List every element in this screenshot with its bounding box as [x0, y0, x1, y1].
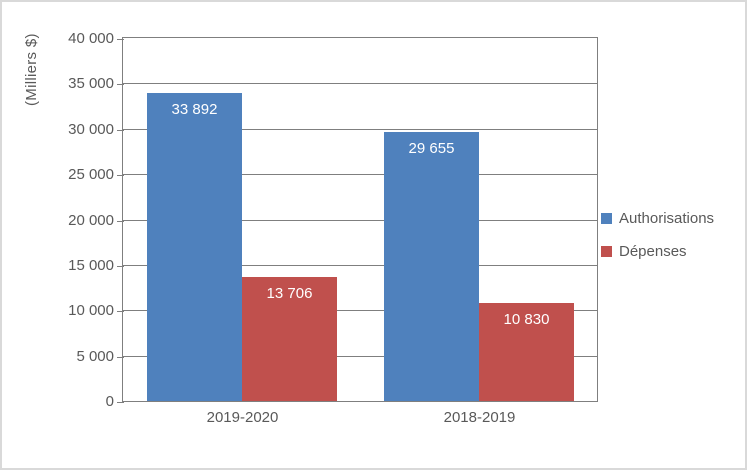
legend: Authorisations Dépenses: [601, 208, 714, 274]
gridline-10000: [123, 310, 597, 311]
gridline-15000: [123, 265, 597, 266]
gridline-35000: [123, 83, 597, 84]
legend-item-authorisations: Authorisations: [601, 208, 714, 229]
x-axis-category-label: 2019-2020: [206, 409, 279, 426]
bar-value-label: 13 706: [266, 285, 313, 302]
y-axis-tick-label: 10 000: [68, 302, 114, 319]
y-axis-tick: [117, 175, 124, 176]
legend-swatch-authorisations: [601, 213, 612, 224]
y-axis-tick: [117, 130, 124, 131]
gridline-25000: [123, 174, 597, 175]
x-axis-category-label: 2018-2019: [443, 409, 516, 426]
y-axis-tick-label: 40 000: [68, 30, 114, 47]
legend-item-depenses: Dépenses: [601, 241, 714, 262]
bar-value-label: 10 830: [503, 311, 550, 328]
legend-label: Dépenses: [619, 243, 687, 260]
y-axis-tick: [117, 266, 124, 267]
y-axis-tick-label: 15 000: [68, 257, 114, 274]
bar-value-label: 33 892: [171, 101, 218, 118]
y-axis-tick: [117, 39, 124, 40]
y-axis-tick: [117, 84, 124, 85]
bar-authorisations-2019-2020: 33 892: [147, 93, 242, 401]
y-axis-tick: [117, 402, 124, 403]
y-axis-tick-label: 20 000: [68, 212, 114, 229]
plot-area: 33 892 13 706 29 655 10 830: [122, 37, 598, 402]
bar-authorisations-2018-2019: 29 655: [384, 132, 479, 401]
y-axis-tick-label: 35 000: [68, 75, 114, 92]
y-axis-tick: [117, 221, 124, 222]
gridline-30000: [123, 129, 597, 130]
legend-label: Authorisations: [619, 210, 715, 227]
legend-swatch-depenses: [601, 246, 612, 257]
y-axis-tick: [117, 311, 124, 312]
bar-value-label: 29 655: [408, 140, 455, 157]
y-axis-tick-label: 25 000: [68, 166, 114, 183]
y-axis-tick-label: 0: [105, 393, 114, 410]
gridline-5000: [123, 356, 597, 357]
bar-depenses-2018-2019: 10 830: [479, 303, 574, 401]
gridline-20000: [123, 220, 597, 221]
y-axis-tick: [117, 357, 124, 358]
bar-depenses-2019-2020: 13 706: [242, 277, 337, 401]
y-axis-tick-label: 30 000: [68, 121, 114, 138]
y-axis-tick-label: 5 000: [76, 348, 114, 365]
